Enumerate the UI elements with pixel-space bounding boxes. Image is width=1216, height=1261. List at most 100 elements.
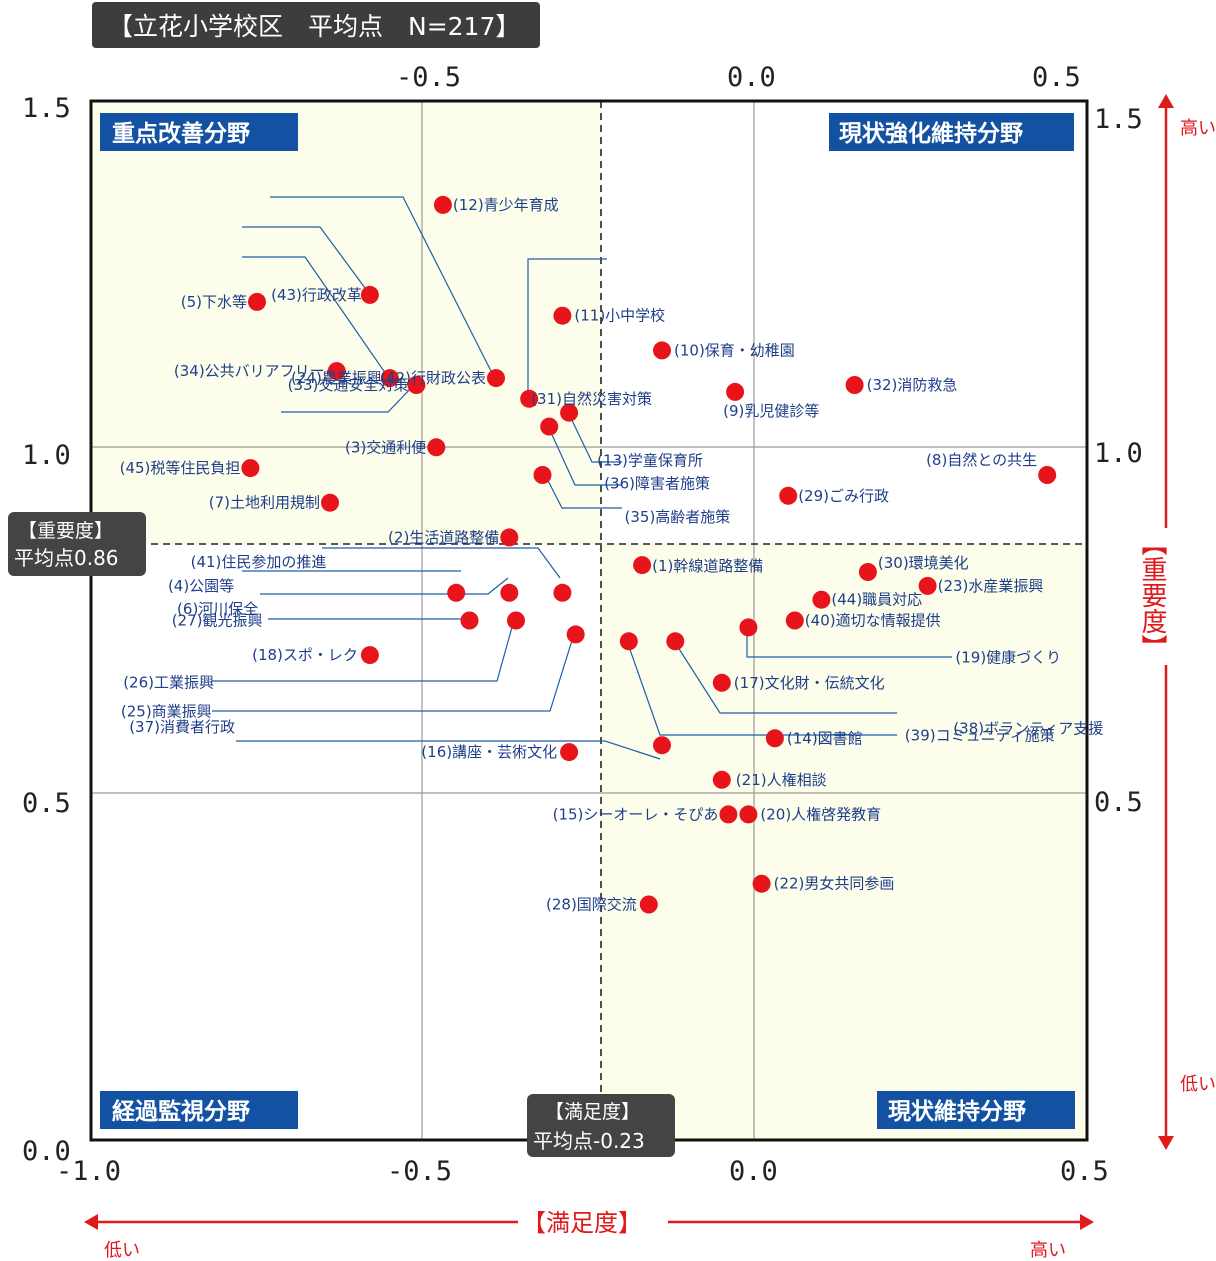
point-label-p12: (12)青少年育成 — [453, 196, 559, 214]
point-label-p42: (42)行財政公表 — [380, 369, 486, 387]
y-axis-label: 【重要度】 — [1137, 530, 1167, 660]
badge-bottom-right — [877, 1091, 1075, 1129]
point-label-p17: (17)文化財・伝統文化 — [734, 674, 885, 692]
x-axis-arrow: 【満足度】 低い 高い — [84, 1209, 1094, 1261]
data-point-p45 — [241, 459, 260, 478]
x-tick-neg1: -1.0 — [56, 1156, 121, 1187]
data-point-p27 — [460, 611, 479, 630]
data-point-p39 — [619, 632, 638, 651]
avg-importance-value: 平均点0.86 — [14, 546, 119, 570]
data-point-p30 — [858, 563, 877, 581]
data-points — [241, 195, 1057, 914]
data-point-p31 — [520, 389, 539, 408]
point-label-p25: (25)商業振興 — [121, 702, 212, 720]
y-tick-05: 0.5 — [22, 788, 71, 819]
y-axis-low: 低い — [1180, 1074, 1216, 1095]
point-label-p11: (11)小中学校 — [574, 307, 665, 325]
data-point-p12 — [433, 195, 452, 214]
point-label-p32: (32)消防救急 — [867, 376, 958, 394]
point-label-p9: (9)乳児健診等 — [723, 402, 819, 420]
y-tick-right-1: 1.0 — [1094, 438, 1143, 469]
x-tick-neg05: -0.5 — [387, 1156, 452, 1187]
point-label-p10: (10)保育・幼稚園 — [674, 341, 795, 359]
data-point-p33 — [407, 376, 426, 394]
point-label-p38: (38)ボランティア支援 — [953, 719, 1103, 737]
point-label-p35: (35)高齢者施策 — [625, 508, 731, 526]
x-axis-label: 【満足度】 — [522, 1209, 642, 1237]
data-point-p14 — [765, 729, 784, 748]
x-tick-top-0: 0.0 — [727, 62, 776, 93]
data-point-p43 — [360, 285, 379, 304]
data-point-p38 — [666, 632, 685, 651]
point-label-p39: (39)コミュニティ施策 — [905, 726, 1055, 744]
data-point-p41 — [553, 583, 572, 602]
data-point-p17 — [712, 673, 731, 692]
mean-lines — [91, 101, 1087, 1140]
data-point-p29 — [779, 486, 798, 505]
data-point-p40 — [785, 611, 804, 630]
quadrant-label-top-right: 現状強化維持分野 — [839, 120, 1023, 147]
data-point-p44 — [812, 590, 831, 609]
point-label-p19: (19)健康づくり — [955, 648, 1061, 666]
point-label-p15: (15)シーオーレ・そぴあ — [553, 805, 719, 823]
data-point-p19 — [739, 618, 758, 637]
point-label-p33: (33)交通安全対策 — [288, 376, 409, 394]
title-box — [92, 2, 540, 48]
avg-importance-title: 【重要度】 — [18, 520, 113, 542]
point-label-p13: (13)学童保育所 — [597, 452, 703, 470]
data-point-p9 — [726, 382, 745, 401]
y-tick-right-15: 1.5 — [1094, 104, 1143, 135]
point-label-p22: (22)男女共同参画 — [774, 875, 895, 893]
point-label-p37: (37)消費者行政 — [129, 718, 235, 736]
x-axis-low: 低い — [104, 1240, 140, 1261]
data-point-p37 — [653, 736, 671, 755]
point-label-p4: (4)公園等 — [168, 577, 234, 595]
point-label-p6: (6)河川保全 — [177, 600, 258, 618]
data-point-p34 — [327, 362, 346, 381]
data-point-p22 — [752, 874, 771, 893]
x-tick-top-05: 0.5 — [1032, 62, 1081, 93]
point-label-p8: (8)自然との共生 — [926, 451, 1037, 469]
point-label-p20: (20)人権啓発教育 — [760, 805, 881, 823]
y-tick-0: 0.0 — [22, 1136, 71, 1167]
point-label-p34: (34)公共バリアフリー — [174, 362, 325, 380]
data-point-p15 — [719, 805, 738, 824]
avg-satisfaction-value: 平均点-0.23 — [533, 1129, 645, 1153]
badge-top-left — [100, 113, 298, 151]
data-point-p8 — [1038, 466, 1057, 484]
x-tick-top-neg05: -0.5 — [396, 62, 461, 93]
data-point-p3 — [427, 438, 446, 457]
point-label-p18: (18)スポ・レク — [252, 646, 358, 664]
point-label-p26: (26)工業振興 — [123, 674, 214, 692]
data-point-p16 — [560, 743, 579, 762]
chart-title: 【立花小学校区 平均点 N=217】 — [108, 12, 520, 41]
data-point-p4 — [447, 583, 466, 602]
point-label-p23: (23)水産業振興 — [938, 577, 1044, 595]
badge-bottom-left — [100, 1091, 298, 1129]
data-point-p26 — [507, 611, 525, 630]
point-label-p29: (29)ごみ行政 — [798, 487, 889, 505]
avg-importance-box: 【重要度】 平均点0.86 — [8, 512, 146, 576]
quadrant-label-bottom-left: 経過監視分野 — [112, 1098, 250, 1125]
data-point-p32 — [845, 376, 864, 394]
data-point-p5 — [248, 292, 266, 311]
point-label-p5: (5)下水等 — [181, 293, 247, 311]
ticks: -1.0 -0.5 0.0 0.5 -0.5 0.0 0.5 0.0 0.5 1… — [22, 62, 1143, 1187]
y-tick-right-05: 0.5 — [1094, 787, 1143, 818]
data-point-p23 — [918, 576, 937, 595]
quadrant-bg-top-left — [91, 101, 601, 544]
leader-lines — [212, 196, 952, 760]
y-tick-15: 1.5 — [22, 93, 71, 124]
point-label-p21: (21)人権相談 — [736, 771, 827, 789]
data-point-p11 — [553, 306, 572, 325]
point-label-p43: (43)行政改革 — [271, 286, 362, 304]
quadrant-label-bottom-right: 現状維持分野 — [888, 1098, 1026, 1125]
point-label-p30: (30)環境美化 — [878, 554, 969, 572]
x-tick-0: 0.0 — [729, 1156, 778, 1187]
quadrant-label-top-left: 重点改善分野 — [112, 120, 250, 147]
avg-satisfaction-box: 【満足度】 平均点-0.23 — [527, 1094, 675, 1157]
data-point-p10 — [653, 341, 671, 360]
point-label-p24: (24)農業振興 — [291, 369, 382, 387]
point-label-p2: (2)生活道路整備 — [388, 528, 499, 546]
